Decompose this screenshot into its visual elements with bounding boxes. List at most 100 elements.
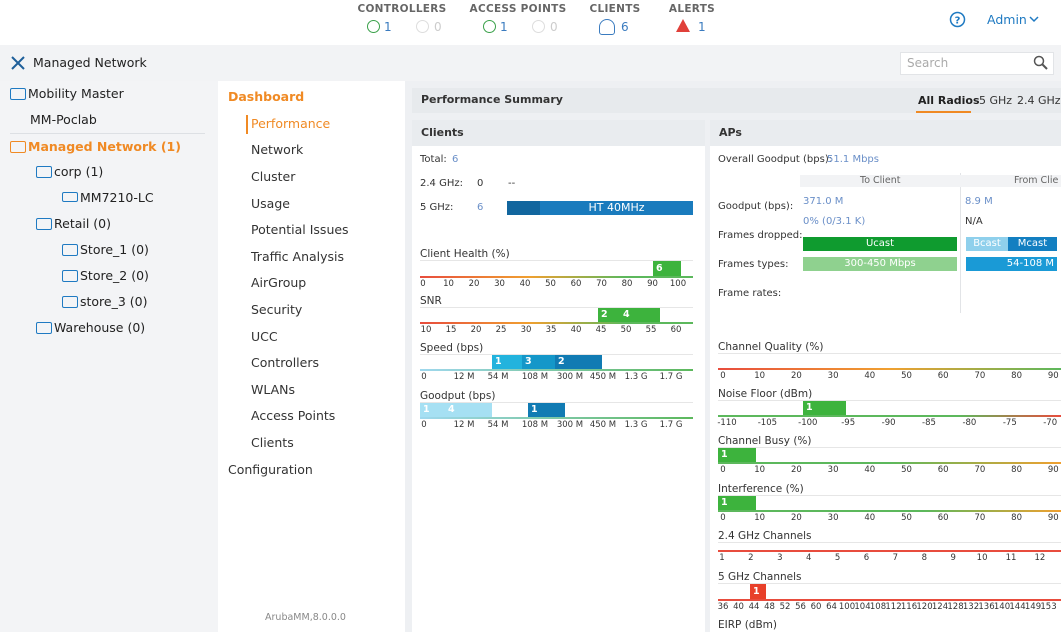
- tick-label: 36: [717, 602, 729, 612]
- tree-item[interactable]: Store_1 (0): [80, 242, 149, 257]
- tick-label: 116: [900, 602, 918, 612]
- tick-label: 108 M: [521, 372, 549, 382]
- search-box[interactable]: [900, 52, 1054, 75]
- help-icon[interactable]: ?: [949, 11, 966, 28]
- band5-label: 5 GHz:: [420, 202, 454, 213]
- tick-label: 128: [947, 602, 964, 612]
- gauge-title: Client Health (%): [420, 248, 510, 260]
- gauge-baseline: [420, 276, 693, 278]
- nav-item[interactable]: Controllers: [251, 355, 319, 370]
- close-icon[interactable]: [9, 54, 27, 72]
- svg-text:?: ?: [955, 16, 961, 27]
- tick-label: 44: [748, 602, 760, 612]
- tick-label: 10: [976, 553, 988, 563]
- tick-label: 45: [595, 325, 607, 335]
- tick-label: 300 M: [556, 372, 584, 382]
- nav-item[interactable]: Usage: [251, 196, 290, 211]
- nav-item[interactable]: Configuration: [228, 462, 313, 477]
- folder-icon: [36, 218, 52, 230]
- column-divider: [960, 173, 961, 313]
- nav-item[interactable]: Clients: [251, 435, 294, 450]
- band24-extra: --: [508, 178, 516, 189]
- tick-label: 12 M: [453, 420, 475, 430]
- nav-item[interactable]: Dashboard: [228, 89, 305, 104]
- band24-value: 0: [477, 178, 484, 189]
- tree-item[interactable]: Retail (0): [54, 216, 112, 231]
- gauge-baseline: [718, 510, 1061, 512]
- nav-item[interactable]: Traffic Analysis: [251, 249, 345, 264]
- gauge-grid: [718, 583, 1061, 584]
- tick-label: 15: [445, 325, 457, 335]
- tick-label: 12: [1034, 553, 1046, 563]
- tick-label: -70: [1043, 418, 1058, 428]
- gauge-grid: [718, 353, 1061, 354]
- gauge-segment: 3: [522, 355, 555, 369]
- tree-item[interactable]: Mobility Master: [28, 86, 124, 101]
- tab[interactable]: 5 GHz: [979, 94, 1013, 107]
- tick-label: 8: [921, 553, 927, 563]
- tree-item[interactable]: MM-Poclab: [30, 112, 97, 127]
- nav-item[interactable]: AirGroup: [251, 275, 307, 290]
- sidebar: [0, 81, 218, 632]
- user-menu[interactable]: Admin: [987, 12, 1027, 27]
- status-up-icon: [367, 20, 380, 33]
- nav-item[interactable]: Potential Issues: [251, 222, 349, 237]
- tick-label: 108 M: [521, 420, 549, 430]
- status-down-count: 0: [550, 20, 558, 34]
- tick-label: 2: [748, 553, 754, 563]
- device-icon: [62, 192, 78, 202]
- gauge-segment: 4: [620, 308, 660, 322]
- tick-label: 10: [754, 371, 766, 381]
- tick-label: 144: [1009, 602, 1026, 612]
- status-down-icon: [416, 20, 429, 33]
- tree-item[interactable]: Managed Network (1): [28, 139, 181, 154]
- tick-label: 12 M: [453, 372, 475, 382]
- drop-rate: N/A: [965, 216, 983, 227]
- column-header-bg: [800, 175, 1061, 187]
- tick-label: 10: [443, 279, 454, 289]
- nav-item[interactable]: Access Points: [251, 408, 336, 423]
- stat-label: ACCESS POINTS: [469, 3, 567, 15]
- gauge-baseline: [420, 322, 693, 324]
- search-placeholder[interactable]: Search: [907, 56, 949, 70]
- tick-label: 25: [495, 325, 507, 335]
- band5-bar-start: [507, 201, 540, 215]
- tick-label: 132: [962, 602, 980, 612]
- tree-item[interactable]: Store_2 (0): [80, 268, 149, 283]
- tick-label: 10: [754, 465, 766, 475]
- gauge-title: SNR: [420, 295, 442, 307]
- tree-item[interactable]: MM7210-LC: [80, 190, 154, 205]
- tick-label: 11: [1005, 553, 1017, 563]
- gauge-title: Interference (%): [718, 483, 804, 495]
- gauge-title: Speed (bps): [420, 342, 484, 354]
- nav-item[interactable]: WLANs: [251, 382, 296, 397]
- search-icon[interactable]: [1033, 55, 1049, 71]
- tree-item[interactable]: store_3 (0): [80, 294, 148, 309]
- tree-item[interactable]: Warehouse (0): [54, 320, 146, 335]
- status-up-count: 1: [384, 20, 392, 34]
- gauge-title: Noise Floor (dBm): [718, 388, 813, 400]
- nav-item[interactable]: Performance: [251, 116, 331, 131]
- tick-label: 30: [827, 465, 839, 475]
- tick-label: 149: [1024, 602, 1042, 612]
- tick-label: 0: [720, 371, 726, 381]
- tab[interactable]: 2.4 GHz: [1017, 94, 1061, 107]
- tick-label: 40: [864, 465, 876, 475]
- tick-label: -110: [717, 418, 737, 428]
- tab[interactable]: All Radios: [918, 94, 980, 107]
- tree-item[interactable]: corp (1): [54, 164, 104, 179]
- gauge-segment: 1: [718, 496, 756, 510]
- card-title: Clients: [421, 126, 464, 139]
- nav-item[interactable]: Security: [251, 302, 303, 317]
- tick-label: 60: [670, 325, 682, 335]
- gauge-grid: [420, 307, 693, 308]
- nav-item[interactable]: Cluster: [251, 169, 296, 184]
- dropdown-caret[interactable]: [1029, 15, 1039, 23]
- tick-label: -90: [881, 418, 896, 428]
- gauge-grid: [718, 447, 1061, 448]
- nav-item[interactable]: Network: [251, 142, 304, 157]
- gauge-segment: 1: [492, 355, 522, 369]
- nav-item[interactable]: UCC: [251, 329, 278, 344]
- folder-icon: [36, 166, 52, 178]
